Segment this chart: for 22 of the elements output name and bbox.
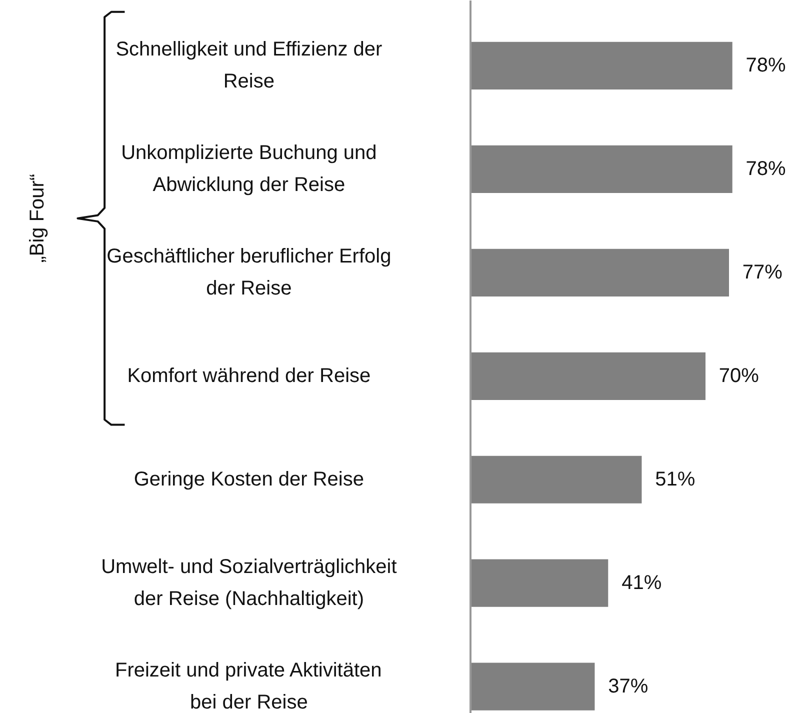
- data-label: 78%: [746, 158, 786, 180]
- bar: [470, 248, 729, 296]
- data-label: 70%: [718, 365, 760, 388]
- y-tick-label: Komfort während der Reise: [127, 365, 371, 388]
- y-tick-label: Unkomplizierte Buchung und Abwicklung der Reise: [121, 142, 377, 196]
- bar: [470, 352, 706, 400]
- data-label: 37%: [608, 676, 648, 698]
- data-label: 77%: [742, 262, 783, 284]
- bar: [470, 145, 732, 193]
- data-label: 51%: [655, 468, 696, 491]
- data-label: 41%: [622, 572, 662, 594]
- y-tick-label: Freizeit und private Aktivitäten bei der Reise: [114, 660, 382, 713]
- y-tick-label: Geschäftlicher beruflicher Erfolg der Reise: [106, 246, 392, 300]
- bar: [470, 42, 732, 90]
- y-tick-label: Schnelligkeit und Effizienz der Reise: [116, 38, 382, 93]
- bar: [470, 456, 642, 504]
- bar: [470, 662, 595, 710]
- y-tick-label: Umwelt- und Sozialverträglichkeit der Reise (Nachhaltigkeit): [101, 556, 398, 610]
- data-label: 78%: [746, 54, 786, 77]
- y-tick-label: Geringe Kosten der Reise: [134, 468, 364, 491]
- bar: [470, 559, 608, 607]
- text: „Big Four“: [26, 174, 48, 263]
